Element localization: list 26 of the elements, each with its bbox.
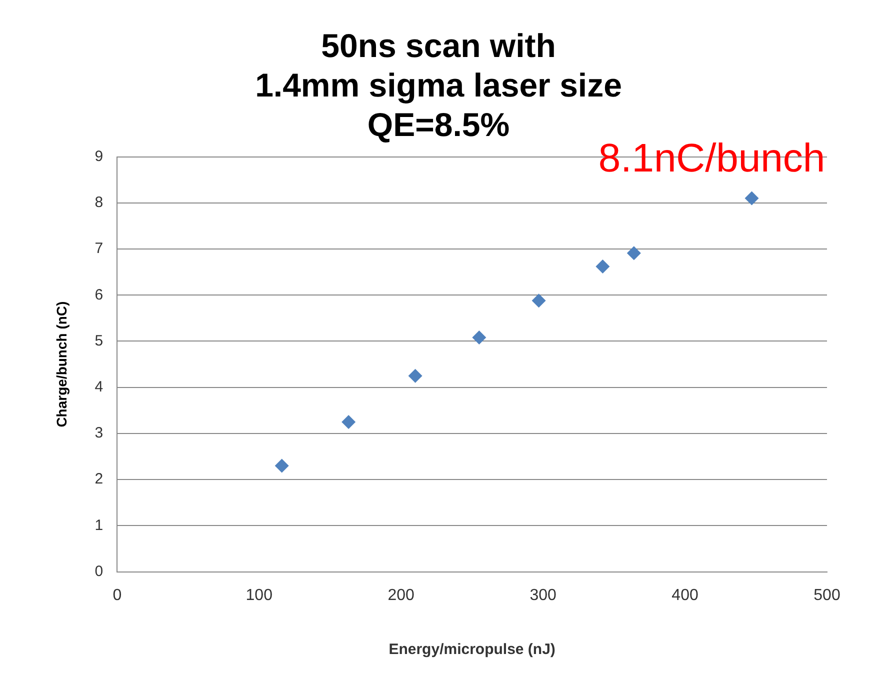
y-tick-label: 4 <box>94 378 104 396</box>
y-tick-label: 6 <box>94 286 104 304</box>
point <box>626 246 641 260</box>
y-tick-label: 8 <box>94 194 104 212</box>
y-axis-title: Charge/bunch (nC) <box>53 301 70 428</box>
x-tick-label: 100 <box>246 586 273 604</box>
point <box>408 368 422 383</box>
x-tick-label: 500 <box>814 586 840 604</box>
y-tick-label: 5 <box>94 332 104 350</box>
point <box>744 191 759 206</box>
point <box>472 330 486 345</box>
y-tick-label: 3 <box>94 424 104 442</box>
point <box>596 260 610 274</box>
x-tick-label: 400 <box>672 586 698 604</box>
y-tick-label: 7 <box>94 240 104 258</box>
x-tick-label: 200 <box>388 586 415 604</box>
y-tick-label: 9 <box>94 148 104 165</box>
point <box>274 458 289 473</box>
y-tick-label: 2 <box>94 470 104 488</box>
y-tick-label: 1 <box>94 516 104 534</box>
point <box>532 294 546 308</box>
x-tick-label: 300 <box>530 586 556 604</box>
x-tick-label: 0 <box>112 586 122 604</box>
point <box>342 414 356 429</box>
x-axis-title: Energy/micropulse (nJ) <box>388 641 556 658</box>
y-tick-label: 0 <box>94 562 104 580</box>
